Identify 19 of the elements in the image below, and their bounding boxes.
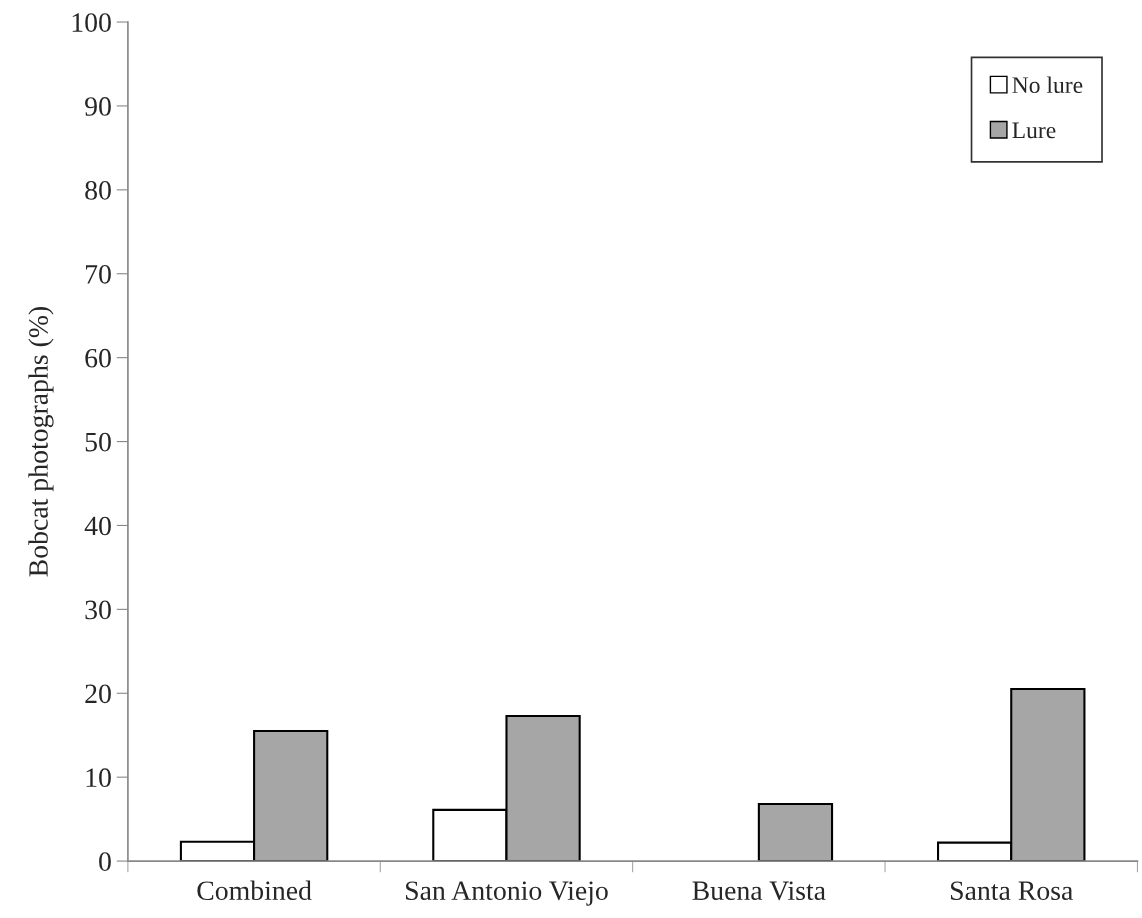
y-tick-label: 90 bbox=[85, 97, 111, 116]
x-tick-label: Buena Vista bbox=[692, 881, 826, 901]
y-tick-label: 40 bbox=[84, 516, 111, 536]
y-tick-label: 80 bbox=[85, 181, 111, 200]
y-tick-label: 100 bbox=[72, 13, 111, 32]
x-tick-label: Combined bbox=[197, 880, 312, 901]
y-tick-label: 30 bbox=[85, 600, 111, 620]
legend-label: Lure bbox=[1012, 122, 1056, 139]
legend-label: No lure bbox=[1012, 76, 1083, 94]
x-tick-label: Santa Rosa bbox=[950, 881, 1073, 901]
bar bbox=[757, 802, 834, 862]
y-tick-label: 0 bbox=[99, 852, 111, 871]
x-tick-label: San Antonio Viejo bbox=[406, 881, 608, 906]
y-tick-label: 20 bbox=[85, 684, 111, 704]
y-tick-label: 60 bbox=[85, 348, 111, 368]
y-axis-title: Bobcat photographs (%) bbox=[28, 307, 54, 577]
y-tick-label: 50 bbox=[85, 432, 111, 452]
y-tick-label: 70 bbox=[85, 264, 111, 284]
y-tick-label: 10 bbox=[86, 768, 111, 788]
